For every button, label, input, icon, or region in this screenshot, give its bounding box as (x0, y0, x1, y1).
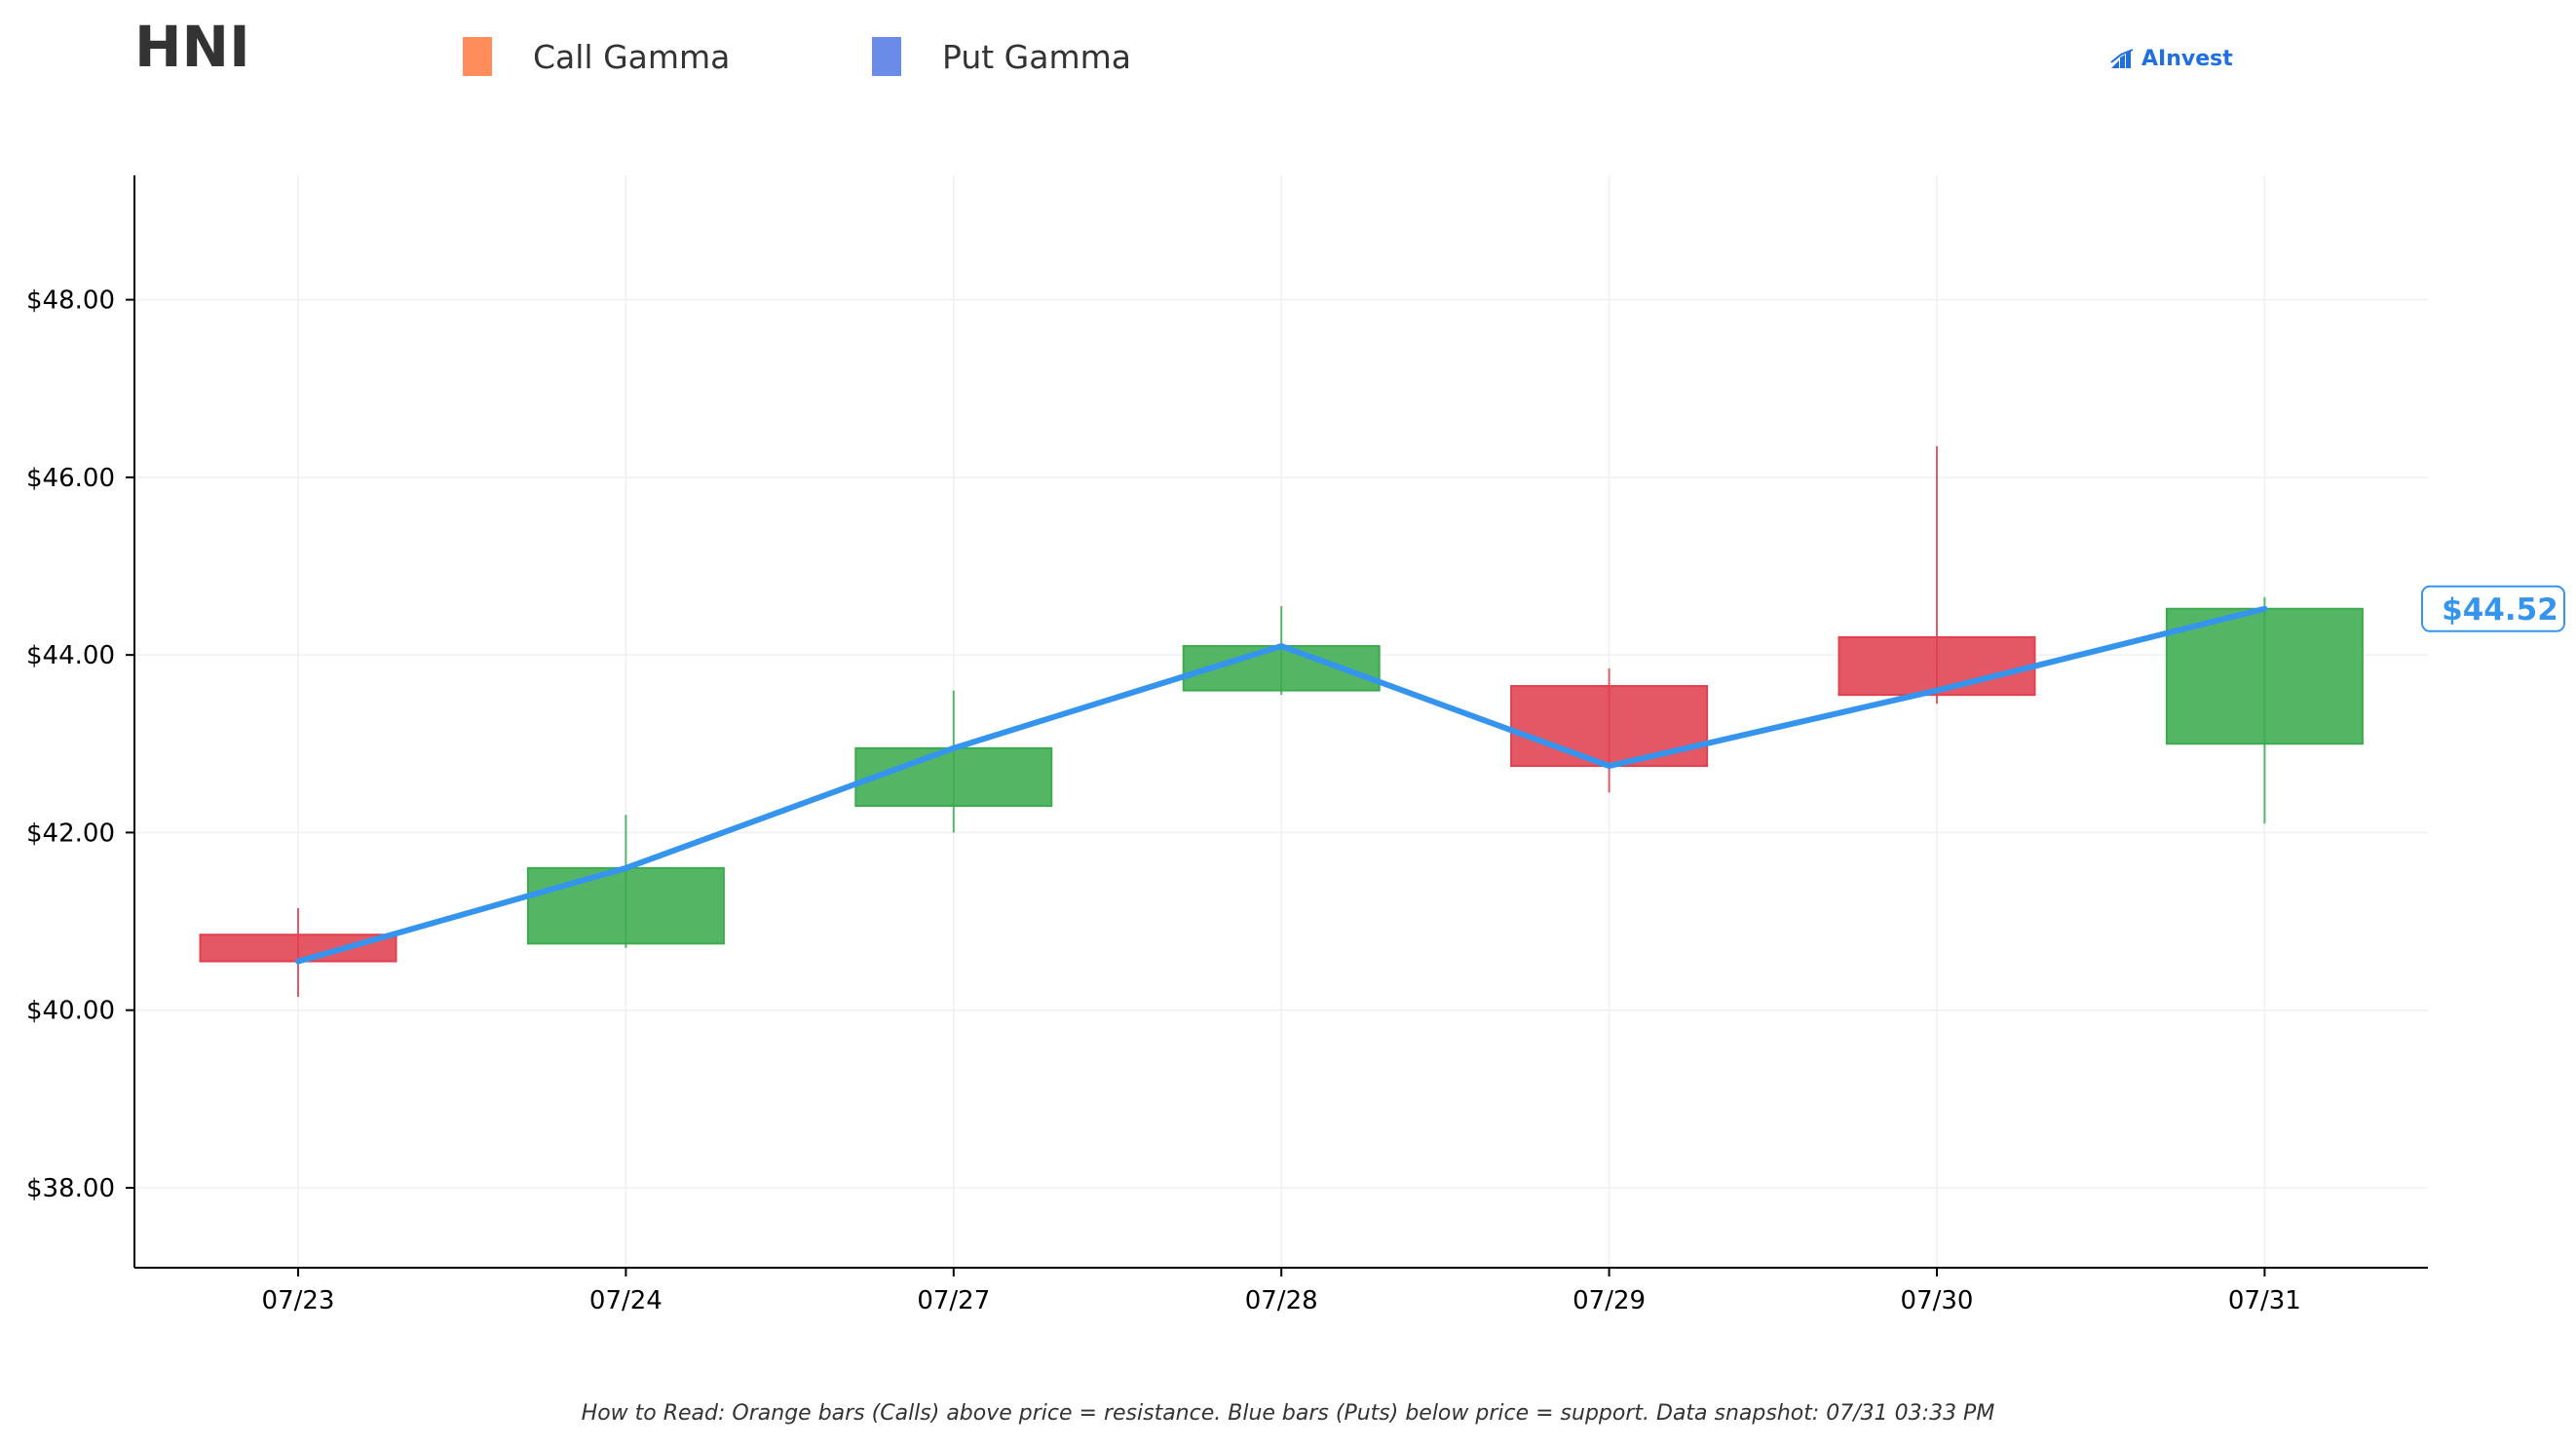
candle (1510, 667, 1709, 793)
x-tick-label: 07/31 (2228, 1286, 2301, 1315)
candle (1182, 606, 1381, 696)
legend-label-call-gamma: Call Gamma (533, 37, 731, 76)
legend-item-call-gamma: Call Gamma (463, 33, 730, 80)
candle-body (854, 746, 1053, 808)
legend-label-put-gamma: Put Gamma (942, 37, 1131, 76)
call-gamma-swatch (463, 37, 492, 76)
x-tick-label: 07/23 (262, 1286, 335, 1315)
x-tick-label: 07/24 (589, 1286, 663, 1315)
candle (1837, 445, 2036, 704)
x-tick-label: 07/29 (1572, 1286, 1646, 1315)
ticker-title: HNI (134, 14, 250, 80)
y-tick-label: $44.00 (26, 641, 115, 670)
logo-text: AInvest (2141, 47, 2233, 71)
candle-body (2165, 607, 2364, 745)
price-chart: $38.00 $40.00 $42.00 $44.00 $46.00 $48.00 07/2… (26, 175, 2565, 1315)
y-tick-label: $42.00 (26, 819, 115, 848)
x-tick-label: 07/28 (1245, 1286, 1318, 1315)
candle (2165, 596, 2364, 824)
x-tick-label: 07/30 (1901, 1286, 1974, 1315)
y-tick-label: $40.00 (26, 997, 115, 1026)
price-line (295, 605, 2268, 965)
y-tick-label: $38.00 (26, 1174, 115, 1203)
candle-body (1510, 685, 1709, 768)
legend-item-put-gamma: Put Gamma (872, 33, 1131, 80)
candle (854, 690, 1053, 833)
candle (199, 907, 398, 998)
last-price-label: $44.52 (2442, 592, 2558, 628)
x-tick-label: 07/27 (917, 1286, 990, 1315)
ainvest-logo-icon (2110, 48, 2134, 68)
footnote: How to Read: Orange bars (Calls) above p… (581, 1401, 1995, 1426)
ainvest-logo: AInvest (2109, 47, 2233, 71)
candle-body (1837, 635, 2036, 697)
candle (526, 815, 725, 948)
candle-body (199, 933, 398, 963)
last-price-box (2421, 585, 2565, 632)
put-gamma-swatch (872, 37, 901, 76)
y-tick-label: $48.00 (26, 286, 115, 316)
candle-body (526, 866, 725, 945)
y-tick-label: $46.00 (26, 464, 115, 493)
